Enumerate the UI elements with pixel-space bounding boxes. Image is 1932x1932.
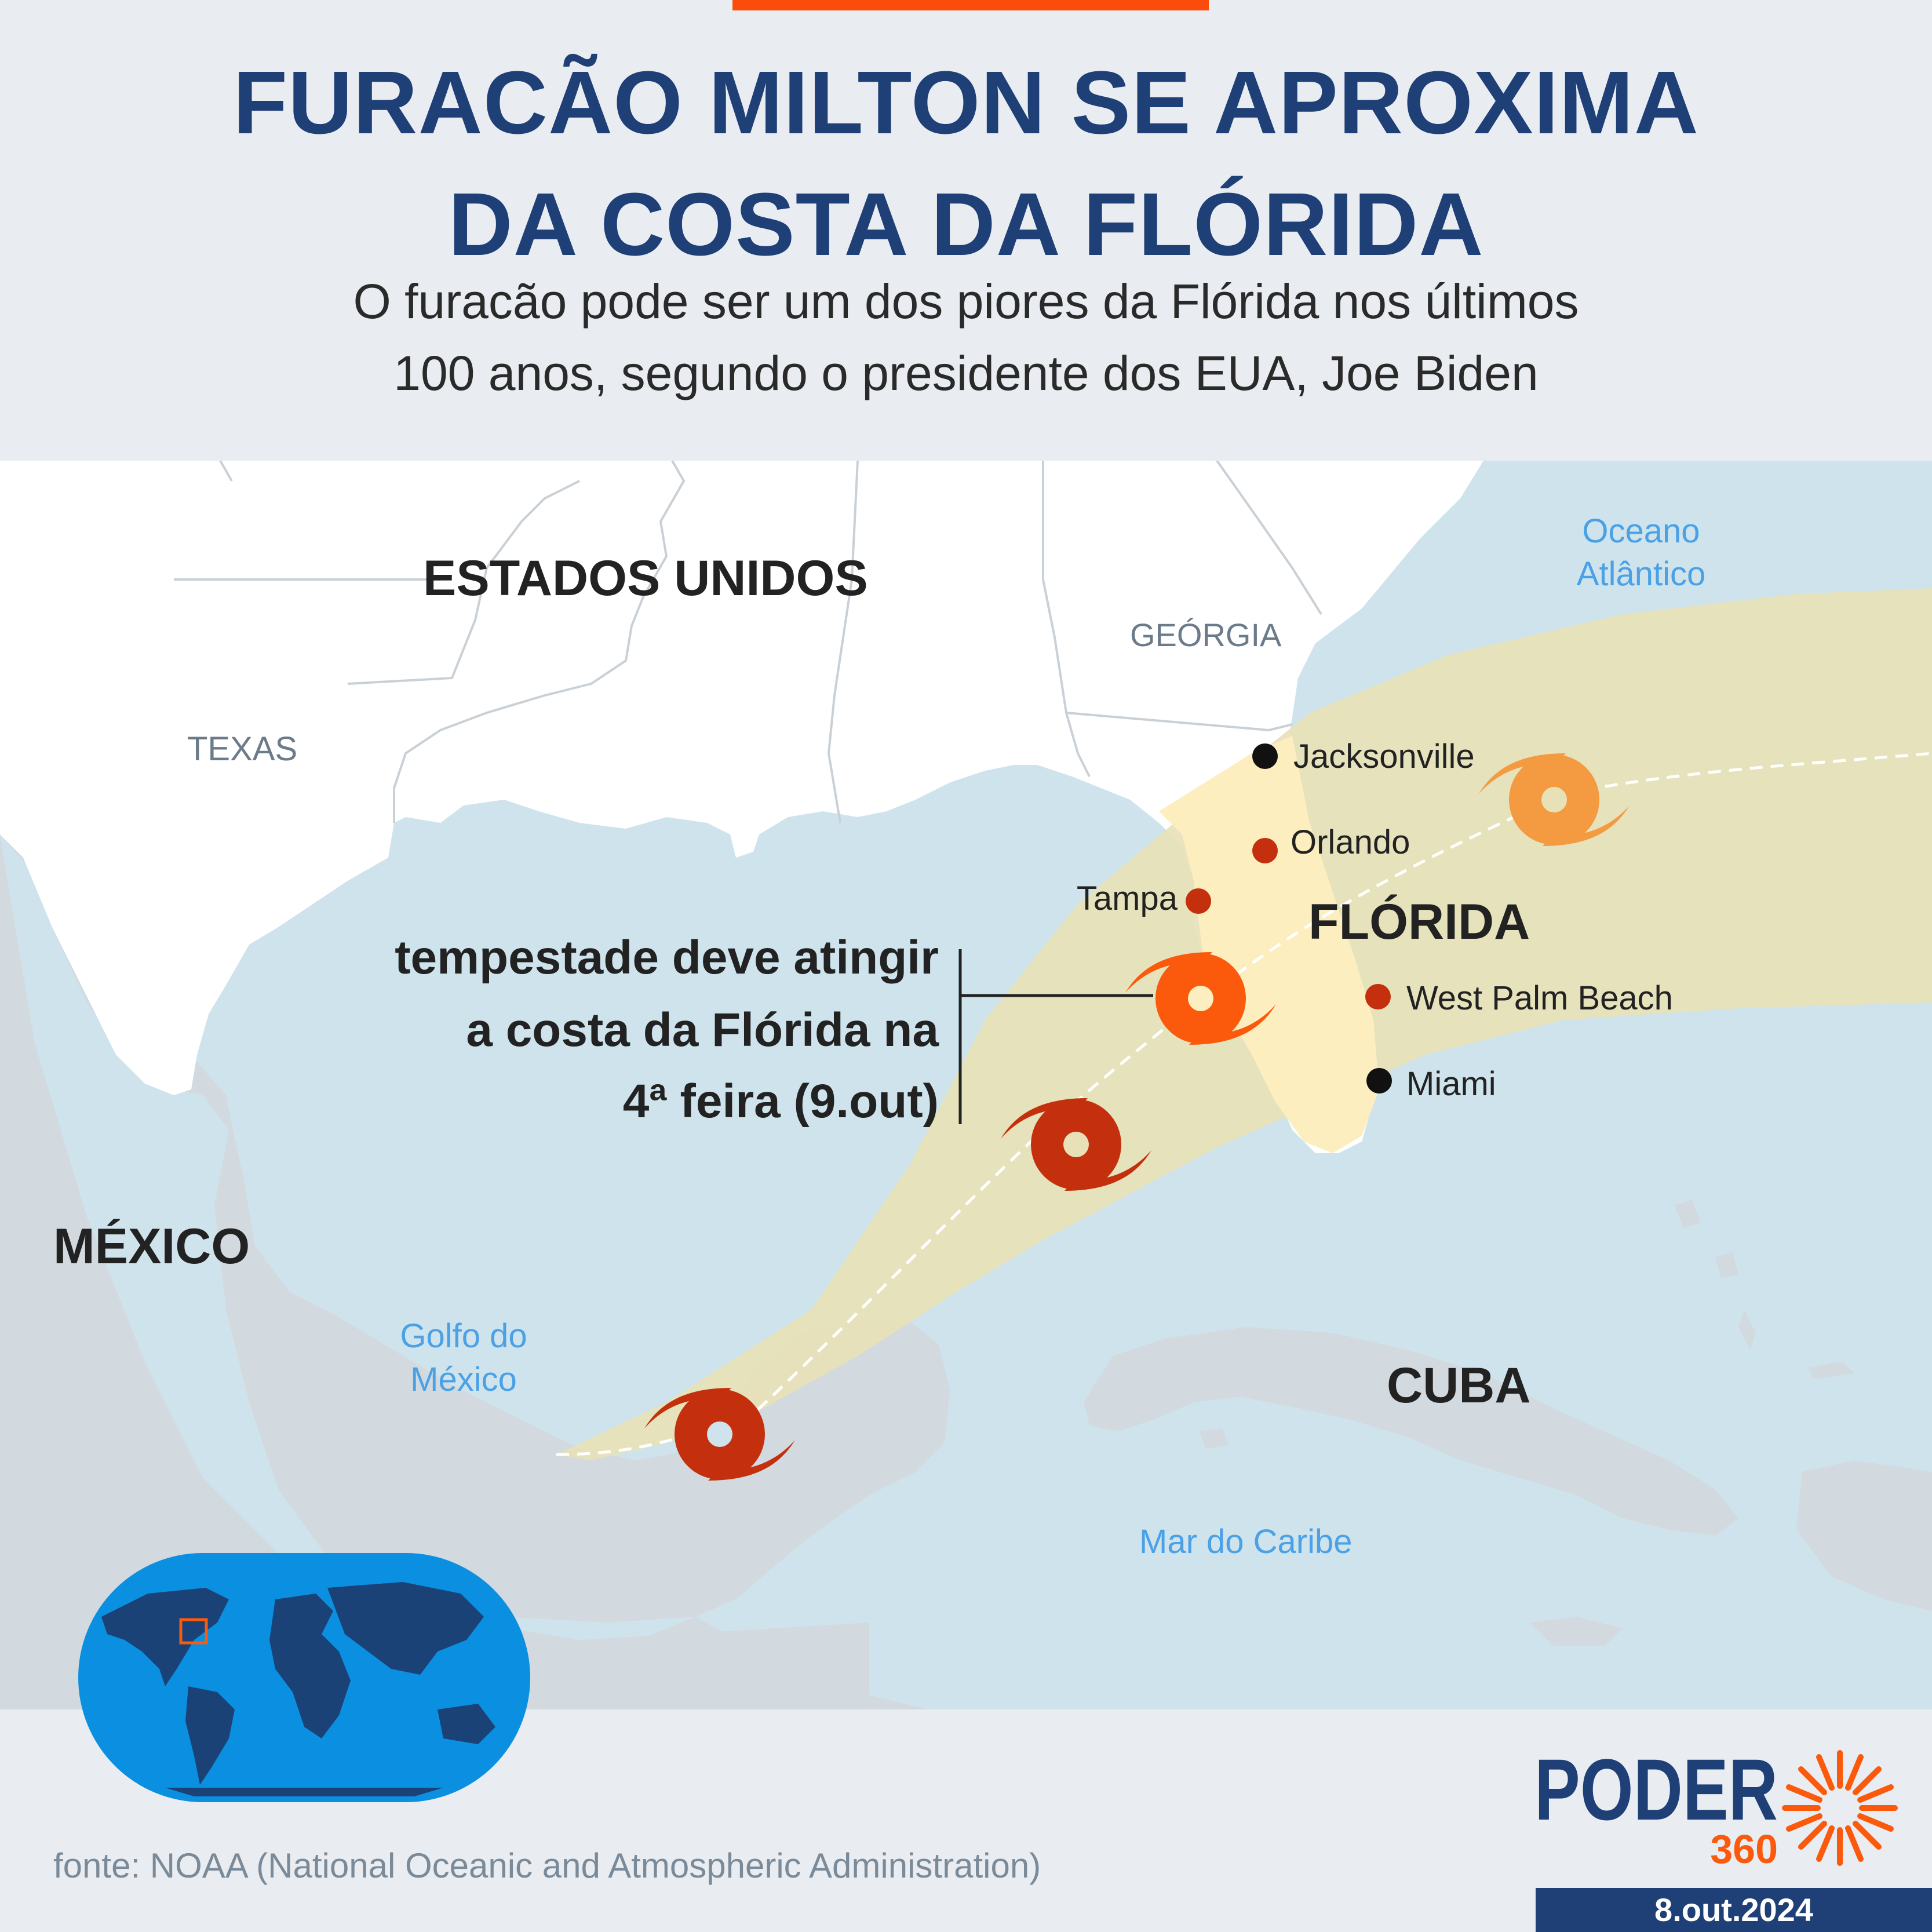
label-gulf-1: Golfo do [400, 1317, 527, 1355]
label-west-palm-beach: West Palm Beach [1406, 979, 1673, 1017]
globe-locator-box [179, 1618, 208, 1645]
city-dot-orlando [1252, 838, 1278, 863]
top-accent-bar [732, 0, 1209, 10]
hispaniola-land [1796, 1460, 1932, 1611]
jamaica-land [1530, 1617, 1623, 1646]
city-dot-jacksonville [1252, 743, 1278, 769]
globe-antarctica [165, 1788, 443, 1796]
usa-land [0, 461, 1483, 1153]
state-borders [174, 461, 1322, 823]
florida-warning-zone [1159, 736, 1379, 1153]
mexico-land [0, 834, 950, 1709]
title-line-1: FURACÃO MILTON SE APROXIMA [233, 53, 1699, 152]
city-dot-miami [1366, 1068, 1392, 1093]
title-line-2: DA COSTA DA FLÓRIDA [448, 174, 1484, 274]
header: FURACÃO MILTON SE APROXIMA DA COSTA DA F… [0, 0, 1932, 461]
label-jacksonville: Jacksonville [1293, 738, 1475, 775]
isle-of-youth-land [1200, 1428, 1229, 1449]
globe-north-america [101, 1588, 229, 1686]
label-caribbean: Mar do Caribe [1139, 1523, 1352, 1561]
bahamas-islands [1675, 1200, 1854, 1379]
poder360-logo: PODER 360 [1534, 1744, 1898, 1872]
source-note: fonte: NOAA (National Oceanic and Atmosp… [53, 1846, 1041, 1885]
label-gulf-2: México [410, 1361, 517, 1398]
subtitle-line-2: 100 anos, segundo o presidente dos EUA, … [393, 346, 1539, 400]
globe-asia [327, 1582, 484, 1675]
city-dot-tampa [1186, 888, 1211, 914]
annotation-line-3: 4ª feira (9.out) [623, 1075, 939, 1128]
annotation-bracket [958, 949, 1153, 1124]
logo-number: 360 [1710, 1827, 1778, 1872]
projected-track [556, 752, 1932, 1456]
page-title: FURACÃO MILTON SE APROXIMA DA COSTA DA F… [0, 42, 1932, 285]
label-atlantic-1: Oceano [1582, 512, 1700, 550]
label-atlantic-2: Atlântico [1577, 555, 1705, 593]
hurricane-symbol-1 [644, 1388, 795, 1481]
globe-australia [438, 1704, 495, 1744]
label-tampa: Tampa [1077, 880, 1178, 917]
label-orlando: Orlando [1291, 823, 1410, 861]
label-usa: ESTADOS UNIDOS [423, 551, 868, 606]
hurricane-map: ESTADOS UNIDOS TEXAS GEÓRGIA FLÓRIDA MÉX… [0, 461, 1932, 1709]
label-cuba: CUBA [1387, 1358, 1530, 1413]
central-america-land [579, 1617, 927, 1709]
hurricane-symbol-3 [1125, 952, 1276, 1045]
label-georgia: GEÓRGIA [1130, 617, 1282, 653]
hurricane-symbol-4 [1479, 753, 1630, 846]
sun-icon [1782, 1750, 1898, 1866]
subtitle-line-1: O furacão pode ser um dos piores da Flór… [353, 274, 1579, 329]
label-texas: TEXAS [187, 730, 297, 768]
locator-globe [78, 1553, 530, 1802]
globe-south-america [185, 1686, 235, 1785]
label-miami: Miami [1406, 1065, 1496, 1103]
label-mexico: MÉXICO [53, 1219, 250, 1274]
logo-word: PODER [1534, 1744, 1778, 1838]
date-badge: 8.out.2024 [1536, 1888, 1932, 1932]
subtitle: O furacão pode ser um dos piores da Flór… [0, 265, 1932, 409]
cuba-land [1084, 1327, 1738, 1536]
globe-europe-africa [269, 1594, 351, 1738]
annotation-line-2: a costa da Flórida na [466, 1004, 939, 1056]
annotation-line-1: tempestade deve atingir [395, 931, 939, 984]
hurricane-symbol-2 [1001, 1098, 1151, 1191]
label-florida: FLÓRIDA [1308, 894, 1530, 950]
city-dot-west-palm-beach [1365, 984, 1391, 1009]
